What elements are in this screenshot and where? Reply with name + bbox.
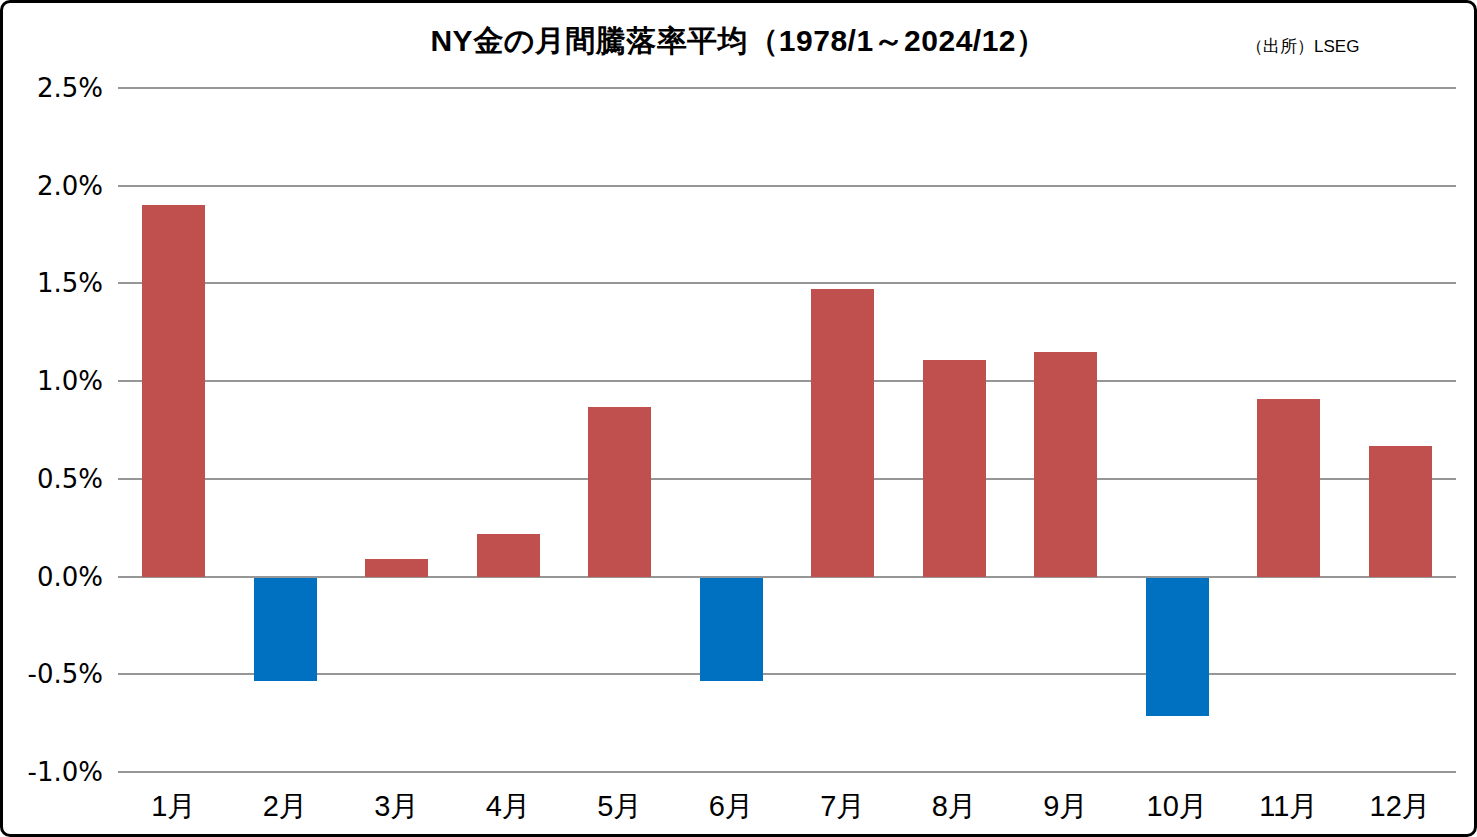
y-tick-label: 2.0% bbox=[11, 170, 103, 202]
y-tick-label: -1.0% bbox=[11, 756, 103, 788]
y-tick-label: 2.5% bbox=[11, 72, 103, 104]
y-tick-label: 1.5% bbox=[11, 267, 103, 299]
x-tick-label-7月: 7月 bbox=[783, 789, 903, 823]
x-tick-label-10月: 10月 bbox=[1117, 789, 1237, 823]
bar-11月 bbox=[1257, 399, 1320, 577]
gridline-2.5% bbox=[118, 87, 1456, 89]
bar-10月 bbox=[1146, 578, 1209, 717]
gridline-2.0% bbox=[118, 185, 1456, 187]
x-tick-label-12月: 12月 bbox=[1340, 789, 1460, 823]
x-tick-label-11月: 11月 bbox=[1229, 789, 1349, 823]
gridline--0.5% bbox=[118, 673, 1456, 675]
bar-1月 bbox=[142, 205, 205, 576]
x-tick-label-2月: 2月 bbox=[225, 789, 345, 823]
bar-5月 bbox=[588, 407, 651, 577]
y-tick-label: -0.5% bbox=[11, 658, 103, 690]
chart-frame: NY金の月間騰落率平均（1978/1～2024/12） （出所）LSEG 2.5… bbox=[0, 0, 1477, 837]
gridline-0.0% bbox=[118, 576, 1456, 578]
chart-source-note: （出所）LSEG bbox=[1246, 35, 1359, 58]
bar-3月 bbox=[365, 559, 428, 577]
x-tick-label-3月: 3月 bbox=[337, 789, 457, 823]
x-tick-label-8月: 8月 bbox=[894, 789, 1014, 823]
bar-4月 bbox=[477, 534, 540, 577]
bar-8月 bbox=[923, 360, 986, 577]
x-tick-label-4月: 4月 bbox=[448, 789, 568, 823]
y-tick-label: 0.0% bbox=[11, 561, 103, 593]
bar-12月 bbox=[1369, 446, 1432, 577]
gridline--1.0% bbox=[118, 771, 1456, 773]
x-tick-label-5月: 5月 bbox=[560, 789, 680, 823]
x-tick-label-6月: 6月 bbox=[671, 789, 791, 823]
bar-7月 bbox=[811, 289, 874, 576]
bar-6月 bbox=[700, 578, 763, 682]
gridline-1.5% bbox=[118, 282, 1456, 284]
x-tick-label-1月: 1月 bbox=[114, 789, 234, 823]
y-tick-label: 1.0% bbox=[11, 365, 103, 397]
gridline-0.5% bbox=[118, 478, 1456, 480]
bar-9月 bbox=[1034, 352, 1097, 577]
bar-2月 bbox=[254, 578, 317, 682]
gridline-1.0% bbox=[118, 380, 1456, 382]
y-tick-label: 0.5% bbox=[11, 463, 103, 495]
x-tick-label-9月: 9月 bbox=[1006, 789, 1126, 823]
